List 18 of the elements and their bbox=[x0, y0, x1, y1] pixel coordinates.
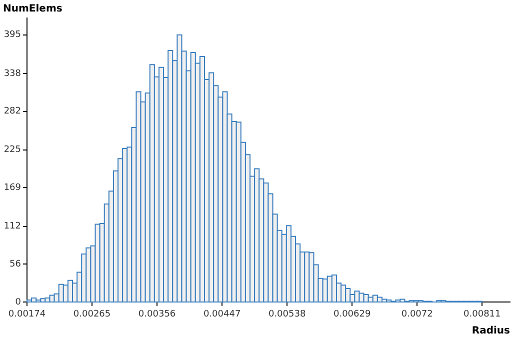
x-tick-label: 0.00265 bbox=[73, 310, 111, 320]
y-tick-label: 338 bbox=[4, 68, 22, 79]
y-tick-label: 395 bbox=[4, 30, 21, 40]
x-tick-label: 0.00447 bbox=[203, 310, 241, 320]
x-tick-label: 0.00811 bbox=[464, 310, 501, 320]
y-tick-label: 56 bbox=[10, 259, 22, 270]
x-tick-label: 0.00538 bbox=[268, 310, 306, 320]
y-axis-title: NumElems bbox=[3, 4, 62, 15]
y-tick-label: 282 bbox=[4, 106, 21, 117]
x-tick-label: 0.0072 bbox=[401, 310, 433, 320]
y-tick-label: 112 bbox=[4, 222, 21, 232]
x-tick-label: 0.00174 bbox=[8, 310, 46, 320]
y-tick-label: 169 bbox=[4, 183, 22, 194]
y-tick-label: 225 bbox=[4, 145, 21, 156]
x-tick-label: 0.00356 bbox=[138, 310, 176, 320]
x-tick-label: 0.00629 bbox=[333, 310, 371, 320]
x-axis-title: Radius bbox=[472, 326, 510, 337]
y-tick-label: 0 bbox=[15, 297, 22, 308]
